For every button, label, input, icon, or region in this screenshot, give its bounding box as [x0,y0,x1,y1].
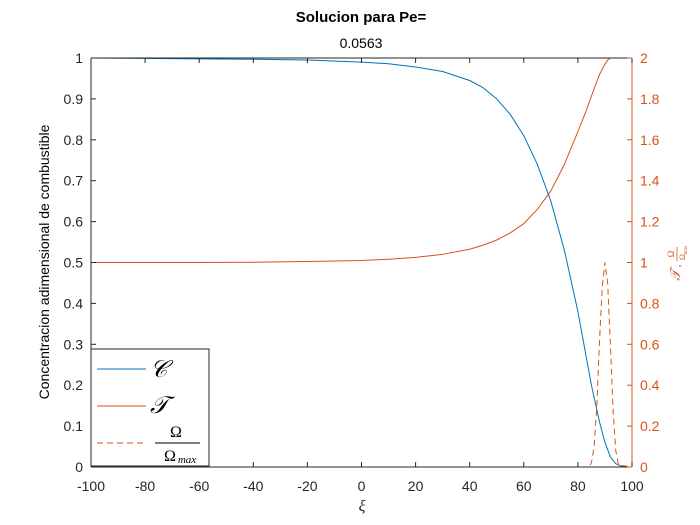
legend-label-Omega-num: Ω [170,424,182,441]
y-tick-label-right: 0 [640,459,648,475]
x-tick-label: 0 [358,478,366,494]
chart-subtitle: 0.0563 [340,35,383,51]
y-axis-label-right-den-sub: max [684,245,689,254]
y-tick-label-left: 0.7 [64,173,84,189]
legend-label-Omega: Ω Ω max [155,424,200,466]
y-tick-label-right: 1.6 [640,132,660,148]
x-tick-label: -20 [297,478,317,494]
y-tick-label-right: 1.2 [640,214,660,230]
legend-label-Omega-den-sub: max [178,454,196,466]
x-tick-label: 20 [408,478,424,494]
y-tick-label-left: 0.6 [64,214,84,230]
legend-label-Omega-den: Ω [164,448,176,465]
x-tick-label: -40 [243,478,263,494]
y-axis-label-right-sep: , [669,265,683,268]
y-tick-label-left: 0.2 [64,377,84,393]
y-tick-label-left: 0.3 [64,336,84,352]
y-axis-label-left: Concentracion adimensional de combustibl… [36,124,52,399]
y-tick-label-right: 1.8 [640,91,660,107]
y-tick-label-left: 0.1 [64,418,84,434]
y-tick-label-right: 2 [640,50,648,66]
y-tick-label-right: 0.2 [640,418,660,434]
x-tick-label: -60 [189,478,209,494]
axes-layer: -100 -80 -60 -40 -20 0 20 40 60 80 10000.10.20.30.… [64,50,660,494]
x-tick-label: 80 [570,478,586,494]
y-axis-label-right-num: Ω [666,250,676,257]
x-axis-label: ξ [359,498,366,515]
x-tick-label: -80 [135,478,155,494]
y-tick-label-left: 0.9 [64,91,84,107]
y-axis-label-right-den: Ω [678,254,687,260]
x-tick-label: -100 [77,478,105,494]
series-line-1 [91,57,632,263]
x-tick-label: 60 [516,478,532,494]
chart-title: Solucion para Pe= [296,9,427,26]
y-tick-label-right: 0.4 [640,377,660,393]
legend: 𝒞 𝒯 Ω Ω max [90,348,210,467]
y-tick-label-right: 1 [640,255,648,271]
y-tick-label-right: 0.8 [640,295,660,311]
y-tick-label-left: 0.8 [64,132,84,148]
y-axis-label-right: 𝒯 , Ω Ω max [666,245,689,281]
y-tick-label-right: 1.4 [640,173,660,189]
y-tick-label-left: 0 [75,459,83,475]
y-tick-label-left: 0.4 [64,295,84,311]
x-tick-label: 40 [462,478,478,494]
y-tick-label-left: 0.5 [64,255,84,271]
y-tick-label-right: 0.6 [640,336,660,352]
x-tick-label: 100 [620,478,644,494]
y-tick-label-left: 1 [75,50,83,66]
